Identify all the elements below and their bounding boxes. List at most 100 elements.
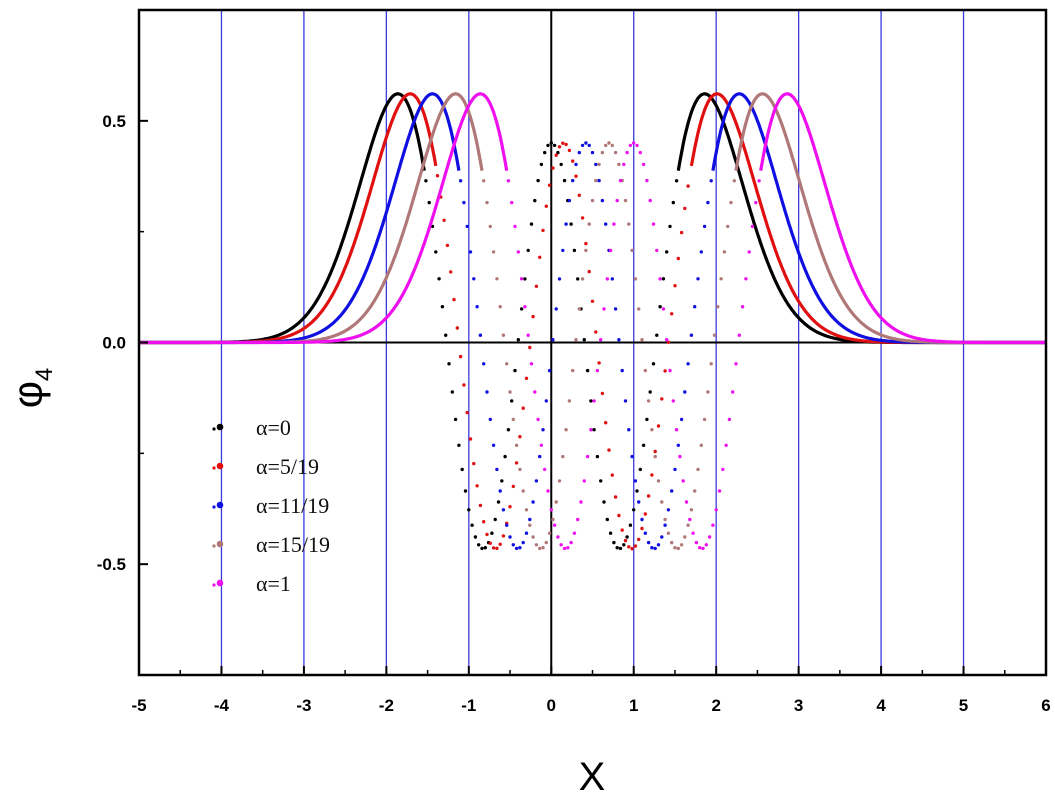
series-point	[572, 531, 577, 535]
series-point	[536, 417, 540, 422]
series-point	[559, 162, 563, 167]
series-point	[546, 489, 550, 493]
series-point	[569, 222, 573, 226]
series-point	[562, 178, 567, 183]
series-point	[638, 150, 642, 155]
series-point	[740, 305, 745, 309]
series-point	[595, 454, 600, 459]
series-point	[592, 399, 596, 403]
series-point	[493, 517, 497, 522]
series-point	[633, 277, 638, 281]
series-point	[706, 200, 710, 205]
x-tick-label: 2	[711, 696, 720, 715]
series-point	[646, 399, 651, 403]
series-point	[556, 535, 560, 539]
y-tick-label: 0.0	[102, 334, 126, 353]
series-point	[679, 417, 684, 422]
series-point	[531, 314, 535, 319]
series-point	[576, 517, 580, 522]
series-point	[544, 204, 548, 208]
series-point	[633, 544, 638, 548]
series-point	[458, 354, 463, 359]
series-point	[541, 428, 545, 432]
legend-marker	[216, 579, 224, 587]
series-point	[521, 489, 525, 493]
series-point	[660, 535, 664, 539]
series-point	[646, 494, 651, 498]
series-point	[564, 222, 568, 226]
series-point	[605, 517, 609, 522]
series-point	[587, 143, 591, 148]
series-point	[528, 345, 532, 350]
legend-marker-dot	[212, 466, 216, 470]
series-point	[519, 277, 524, 281]
series-point	[618, 178, 623, 183]
series-point	[625, 150, 629, 155]
series-point	[462, 383, 466, 387]
series-point	[608, 248, 613, 253]
series-point	[627, 222, 631, 226]
series-point	[516, 338, 520, 342]
series-point	[477, 543, 481, 547]
series-point	[453, 417, 458, 422]
series-point	[500, 479, 504, 483]
series-point	[673, 467, 677, 472]
series-point	[625, 535, 629, 539]
series-point	[597, 361, 601, 365]
x-tick-label: 0	[547, 696, 556, 715]
series-point	[574, 174, 578, 178]
series-point	[651, 362, 656, 366]
x-tick-label: -3	[296, 696, 311, 715]
series-point	[536, 178, 540, 183]
series-point	[622, 543, 626, 547]
series-point	[658, 277, 662, 281]
series-point	[576, 277, 580, 281]
series-point	[623, 399, 628, 403]
series-point	[488, 224, 492, 229]
series-point	[587, 269, 591, 274]
series-point	[534, 479, 539, 483]
series-point	[589, 428, 593, 432]
series-point	[673, 284, 677, 288]
series-point	[485, 390, 489, 394]
series-point	[554, 153, 558, 157]
series-point	[643, 531, 647, 535]
series-point	[498, 489, 502, 493]
series-point	[683, 206, 687, 211]
series-point	[506, 179, 511, 183]
series-point	[663, 523, 667, 527]
series-point	[637, 500, 641, 504]
series-point	[538, 546, 542, 551]
series-point	[656, 543, 661, 547]
series-point	[610, 143, 614, 148]
series-point	[590, 150, 595, 155]
series-point	[666, 531, 671, 535]
series-point	[444, 333, 448, 337]
series-point	[632, 141, 636, 145]
series-point	[501, 534, 506, 538]
series-point	[674, 179, 679, 183]
series-point	[653, 449, 657, 454]
series-point	[666, 340, 671, 344]
series-point	[620, 528, 624, 532]
series-point	[480, 546, 484, 551]
y-tick-label: -0.5	[97, 555, 126, 574]
series-point	[511, 417, 515, 422]
series-point	[495, 467, 499, 472]
series-point	[709, 362, 713, 366]
series-point	[702, 417, 707, 422]
series-point	[590, 299, 595, 303]
y-tick-label: 0.5	[102, 112, 126, 131]
series-point	[514, 461, 519, 465]
series-point	[435, 174, 440, 178]
series-point	[726, 224, 730, 229]
series-point	[599, 338, 603, 342]
series-point	[681, 479, 685, 483]
series-point	[482, 520, 486, 524]
series-line-left	[139, 92, 509, 345]
series-point	[597, 178, 601, 183]
series-point	[584, 141, 588, 145]
series-point	[506, 428, 511, 432]
series-point	[650, 546, 654, 550]
series-point	[650, 428, 654, 432]
